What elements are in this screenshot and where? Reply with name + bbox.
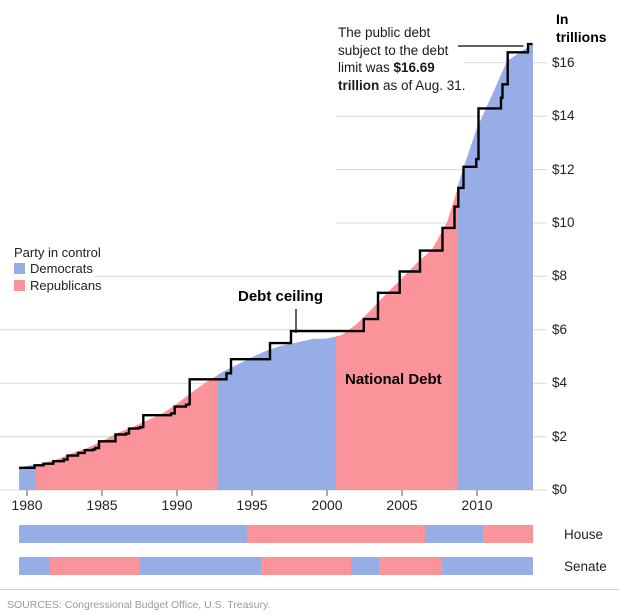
y-tick-label: $2 [552,428,568,444]
y-tick-label: $14 [552,108,575,124]
x-tick-label: 1990 [161,497,193,513]
x-tick-label: 2010 [461,497,493,513]
annotation-line: subject to the debt [338,42,478,60]
annotation-note: The public debt subject to the debt limi… [338,24,478,94]
national-debt-area-democrats [457,44,533,491]
house-control-segment-democrats [424,525,484,543]
y-tick-label: $10 [552,215,575,230]
legend-swatch-republicans [14,280,25,291]
annotation-text: The public debt [338,25,431,40]
senate-control-segment-republicans [261,557,352,575]
house-bar-label: House [564,527,604,542]
legend-label-republicans: Republicans [30,278,102,293]
senate-control-segment-republicans [379,557,443,575]
sources-divider [0,589,619,590]
debt-ceiling-line [19,42,533,469]
y-tick-label: $16 [552,54,575,70]
senate-bar-label: Senate [564,559,607,574]
debt-ceiling-label: Debt ceiling [238,288,324,305]
annotation-line: limit was $16.69 [338,59,478,77]
senate-control-segment-democrats [442,557,533,575]
national-debt-area-republicans [336,188,458,490]
house-control-segment-republicans [483,525,533,543]
annotation-text: subject to the debt [338,42,449,58]
y-axis-unit-label: In trillions [556,11,607,45]
annotation-line: The public debt [338,24,478,42]
x-tick-label: 1980 [11,497,43,513]
legend-swatch-democrats [14,263,25,274]
annotation-bold-value: trillion [338,77,380,93]
senate-control-segment-democrats [351,557,380,575]
sources-line: SOURCES: Congressional Budget Office, U.… [7,599,271,611]
x-tick-label: 1995 [236,497,268,513]
y-tick-label: $0 [552,482,568,497]
annotation-line: trillion as of Aug. 31. [338,77,478,95]
y-tick-label: $6 [552,321,568,337]
national-debt-label: National Debt [345,371,442,388]
x-tick-label: 1985 [86,497,118,513]
annotation-bold-value: $16.69 [393,60,435,75]
y-tick-label: $12 [552,161,575,177]
x-tick-label: 2005 [386,497,418,513]
house-control-segment-republicans [247,525,426,543]
national-debt-area-democrats [217,336,337,490]
house-control-segment-democrats [19,525,248,543]
national-debt-area-democrats [19,464,37,490]
senate-control-segment-democrats [139,557,262,575]
annotation-text: as of Aug. 31. [379,77,466,93]
senate-control-segment-democrats [19,557,51,575]
legend-title: Party in control [14,245,101,260]
legend-label-democrats: Democrats [30,261,93,276]
y-tick-label: $4 [552,375,568,391]
annotation-text: limit was [338,60,394,75]
senate-control-segment-republicans [49,557,141,575]
y-tick-label: $8 [552,268,568,284]
x-tick-label: 2000 [311,497,343,513]
